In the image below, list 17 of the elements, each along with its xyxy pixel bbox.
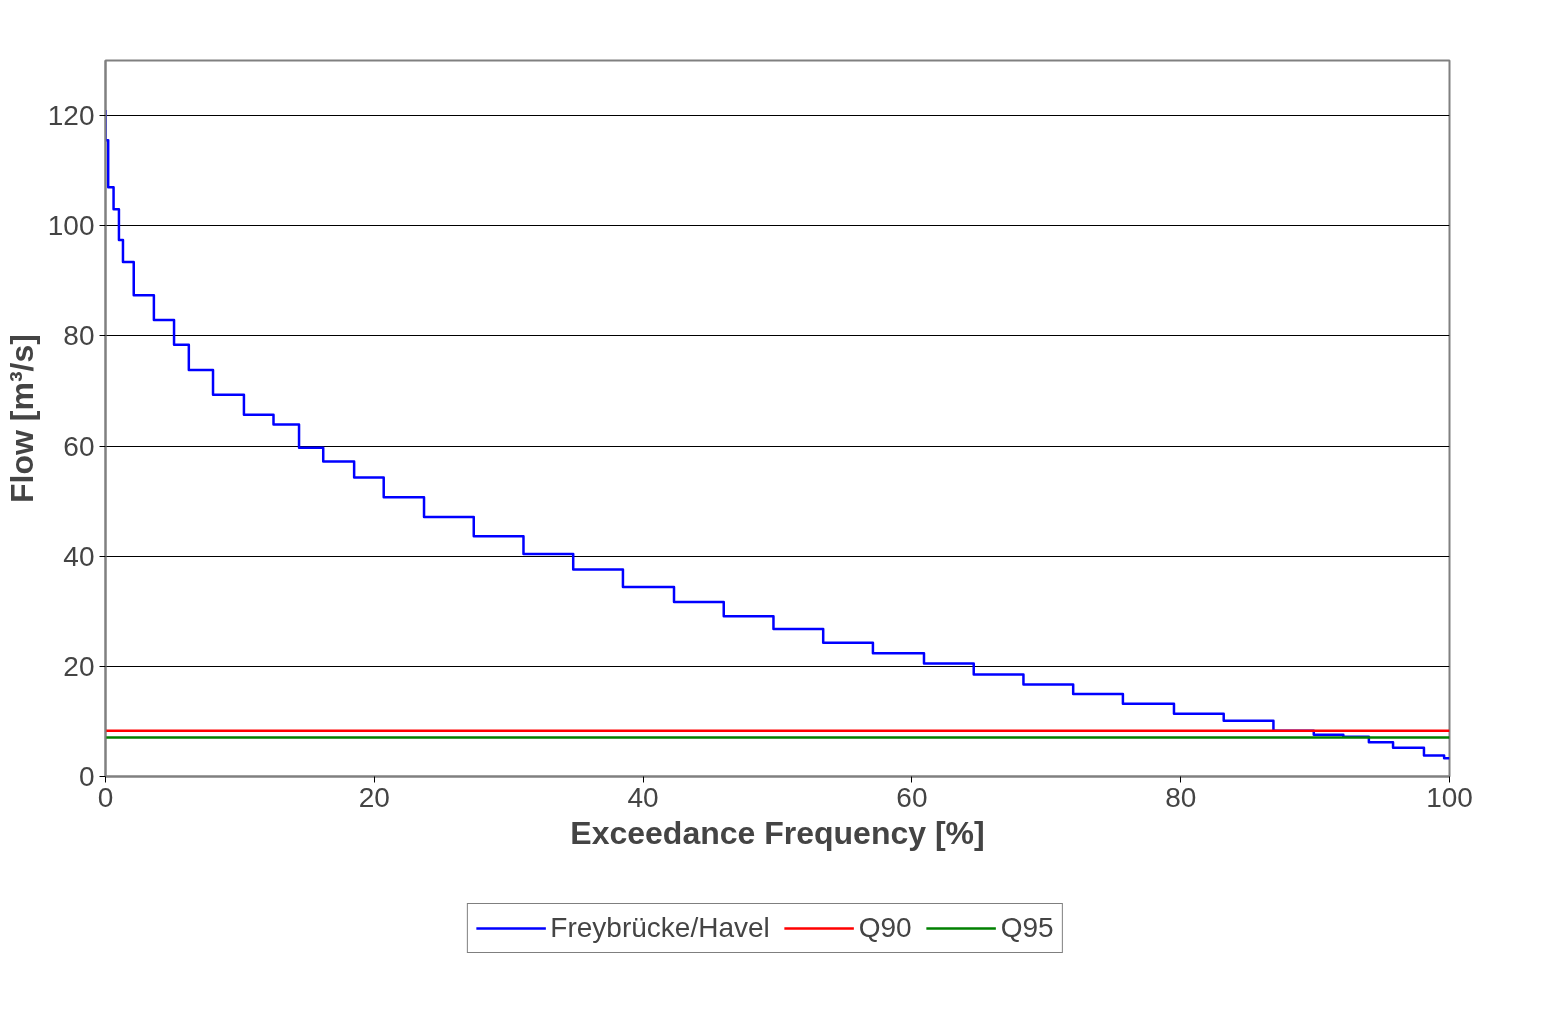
y-tick-label: 60 <box>63 430 95 462</box>
x-tick-label: 100 <box>1426 781 1473 813</box>
y-tick-label: 80 <box>63 320 95 352</box>
y-tick-label: 120 <box>47 100 95 132</box>
legend-label: Q95 <box>1000 912 1054 944</box>
legend-label: Q90 <box>858 912 912 944</box>
y-tick-label: 0 <box>78 761 95 792</box>
y-axis-title: Flow [m³/s] <box>3 334 40 503</box>
y-tick-label: 40 <box>63 540 95 572</box>
y-tick-label: 20 <box>63 650 95 682</box>
legend-label: Freybrücke/Havel <box>550 912 770 944</box>
x-axis-title: Exceedance Frequency [%] <box>570 814 985 851</box>
x-tick-label: 20 <box>358 781 390 813</box>
x-tick-label: 80 <box>1165 781 1197 813</box>
x-tick-label: 60 <box>896 781 928 813</box>
y-tick-label: 100 <box>47 210 95 242</box>
x-tick-label: 40 <box>627 781 659 813</box>
